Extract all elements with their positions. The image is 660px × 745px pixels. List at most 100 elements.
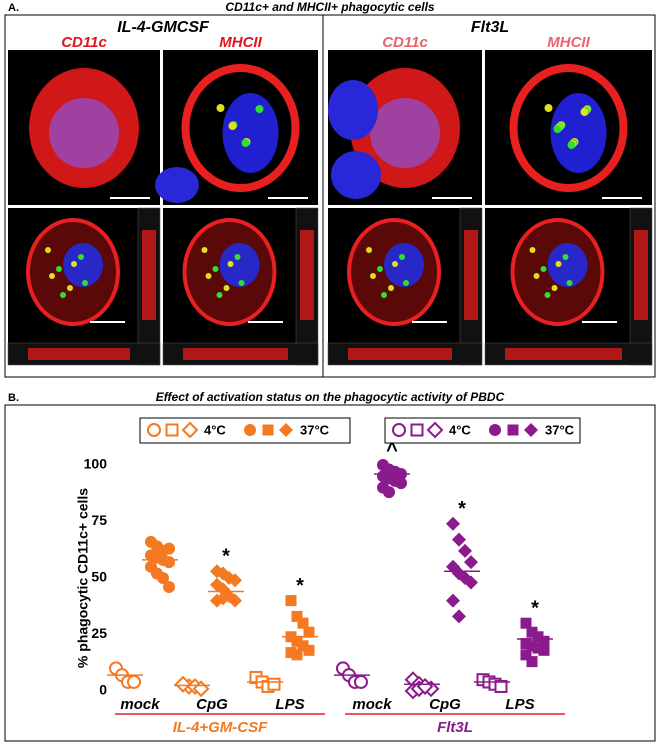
annotation: * xyxy=(222,546,230,568)
data-point xyxy=(446,516,460,531)
legend-label: 4°C xyxy=(204,422,226,437)
legend-marker xyxy=(244,424,256,436)
particle xyxy=(238,280,245,286)
annotation: ^ xyxy=(386,439,398,461)
data-point xyxy=(267,677,281,691)
data-point xyxy=(520,617,532,629)
particle xyxy=(399,254,405,260)
channel-label: MHCII xyxy=(547,34,590,51)
legend-marker xyxy=(392,423,406,437)
data-point xyxy=(395,477,407,490)
nucleus xyxy=(550,93,607,173)
legend-marker xyxy=(524,423,538,437)
particle xyxy=(216,104,225,112)
legend-marker xyxy=(426,421,444,439)
data-point xyxy=(303,626,315,638)
particle xyxy=(228,122,237,130)
particle xyxy=(392,261,398,267)
particle xyxy=(71,261,77,267)
ortho-signal xyxy=(634,230,648,320)
data-point xyxy=(127,674,141,689)
data-point xyxy=(538,635,550,647)
nucleus xyxy=(222,93,279,173)
particle xyxy=(255,105,264,113)
ortho-signal xyxy=(464,230,478,320)
legend-label: 4°C xyxy=(449,422,471,437)
data-point xyxy=(532,631,544,643)
data-point xyxy=(520,649,532,661)
x-tick-label: LPS xyxy=(505,696,534,713)
particle xyxy=(60,292,66,298)
data-point xyxy=(291,649,303,661)
nucleus xyxy=(547,243,588,287)
legend-marker xyxy=(262,424,274,436)
nucleus xyxy=(155,167,199,203)
chart-title: Effect of activation status on the phago… xyxy=(156,390,505,404)
data-point xyxy=(532,642,544,654)
x-tick-label: mock xyxy=(352,696,392,713)
channel-label: MHCII xyxy=(219,34,262,51)
ortho-signal xyxy=(505,348,622,360)
data-point xyxy=(452,609,466,624)
particle xyxy=(241,139,250,147)
particle xyxy=(544,292,551,298)
nucleus xyxy=(331,151,381,199)
nucleus xyxy=(384,243,424,287)
data-point xyxy=(354,674,368,689)
particle xyxy=(234,254,241,260)
particle xyxy=(67,285,73,291)
data-point xyxy=(458,543,472,558)
nucleus xyxy=(370,98,440,168)
particle xyxy=(555,261,562,267)
data-point xyxy=(494,679,508,693)
legend-marker xyxy=(410,423,424,437)
x-tick-label: mock xyxy=(120,696,160,713)
data-point xyxy=(285,647,297,659)
legend-marker xyxy=(279,423,293,437)
panel-a-frame xyxy=(4,14,656,378)
data-point xyxy=(163,542,175,555)
particle xyxy=(212,266,219,272)
particle xyxy=(567,141,576,149)
particle xyxy=(403,280,409,286)
particle xyxy=(540,266,547,272)
legend-marker xyxy=(507,424,519,436)
particle xyxy=(370,273,376,279)
nucleus xyxy=(49,98,119,168)
panel-label: A. xyxy=(8,2,19,14)
y-tick-label: 25 xyxy=(91,625,107,641)
particle xyxy=(201,247,208,253)
x-tick-label: LPS xyxy=(275,696,304,713)
particle xyxy=(366,247,372,253)
annotation: * xyxy=(296,575,304,597)
data-point xyxy=(464,575,478,590)
panel-label: B. xyxy=(8,392,19,404)
group-title: IL-4-GMCSF xyxy=(117,19,210,36)
data-point xyxy=(526,640,538,652)
nucleus xyxy=(328,80,378,140)
data-point xyxy=(228,573,242,588)
group-title: Flt3L xyxy=(471,19,509,36)
particle xyxy=(544,104,553,112)
data-point xyxy=(538,644,550,656)
panel-b-frame xyxy=(4,404,656,742)
data-point xyxy=(303,644,315,656)
legend-marker xyxy=(181,421,199,439)
particle xyxy=(529,247,536,253)
ortho-signal xyxy=(348,348,452,360)
data-point xyxy=(163,556,175,569)
data-point xyxy=(297,617,309,629)
legend-box xyxy=(384,417,581,444)
particle xyxy=(580,108,589,116)
data-point xyxy=(452,532,466,547)
data-point xyxy=(297,640,309,652)
particle xyxy=(78,254,84,260)
y-axis-label: % phagocytic CD11c+ cells xyxy=(75,488,91,668)
data-point xyxy=(526,626,538,638)
group-label: IL-4+GM-CSF xyxy=(173,719,268,736)
ortho-signal xyxy=(300,230,314,320)
y-tick-label: 100 xyxy=(84,456,108,472)
nucleus xyxy=(63,243,103,287)
particle xyxy=(377,266,383,272)
legend-label: 37°C xyxy=(300,422,330,437)
